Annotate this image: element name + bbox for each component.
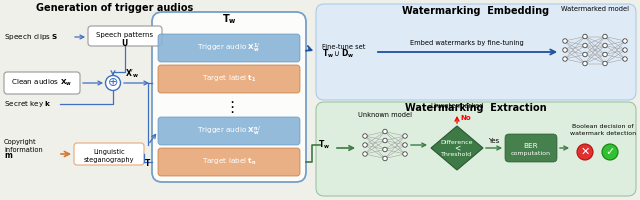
FancyBboxPatch shape (74, 143, 144, 165)
FancyBboxPatch shape (158, 65, 300, 93)
Text: Trigger audio $\mathbf{X_w^{1/}}$: Trigger audio $\mathbf{X_w^{1/}}$ (197, 41, 261, 55)
Circle shape (563, 48, 567, 52)
Text: Boolean decision of
watermark detection: Boolean decision of watermark detection (570, 124, 636, 136)
Text: ✕: ✕ (580, 147, 589, 157)
Text: Speech clips $\mathbf{S}$: Speech clips $\mathbf{S}$ (4, 32, 58, 42)
Text: computation: computation (511, 152, 551, 156)
Text: Unknown model: Unknown model (358, 112, 412, 118)
Text: Threshold: Threshold (442, 152, 472, 156)
Text: Trigger audio $\mathbf{X_w^{n/}}$: Trigger audio $\mathbf{X_w^{n/}}$ (197, 124, 261, 138)
Text: ✓: ✓ (605, 147, 614, 157)
FancyBboxPatch shape (158, 34, 300, 62)
FancyBboxPatch shape (4, 72, 80, 94)
Text: Unwatermarked: Unwatermarked (430, 103, 484, 109)
Text: Watermarking  Embedding: Watermarking Embedding (403, 6, 550, 16)
Circle shape (583, 52, 588, 57)
Text: No: No (460, 115, 470, 121)
Circle shape (623, 48, 627, 52)
Text: Copyright
information: Copyright information (4, 139, 43, 153)
Circle shape (383, 129, 387, 134)
Circle shape (383, 138, 387, 143)
Circle shape (363, 134, 367, 138)
Text: $\mathbf{U}$: $\mathbf{U}$ (121, 36, 129, 47)
Circle shape (403, 152, 407, 156)
Text: $\mathbf{m}$: $\mathbf{m}$ (4, 152, 13, 160)
Circle shape (383, 156, 387, 161)
Text: $\mathbf{T_w}$: $\mathbf{T_w}$ (318, 139, 330, 151)
FancyBboxPatch shape (505, 134, 557, 162)
FancyBboxPatch shape (152, 12, 306, 182)
Circle shape (602, 144, 618, 160)
Circle shape (603, 43, 607, 48)
Text: $\mathbf{T_w} \cup \mathbf{D_w}$: $\mathbf{T_w} \cup \mathbf{D_w}$ (322, 48, 354, 60)
Text: $\vdots$: $\vdots$ (224, 99, 234, 115)
Text: $\mathbf{T_w}$: $\mathbf{T_w}$ (221, 12, 236, 26)
Text: Difference: Difference (441, 140, 473, 146)
FancyBboxPatch shape (158, 148, 300, 176)
Circle shape (623, 57, 627, 61)
Circle shape (583, 61, 588, 66)
Circle shape (403, 143, 407, 147)
FancyBboxPatch shape (316, 102, 636, 196)
Text: Fine-tune set: Fine-tune set (322, 44, 365, 50)
Circle shape (563, 39, 567, 43)
Text: <: < (454, 144, 460, 152)
Text: $\mathbf{X'_w}$: $\mathbf{X'_w}$ (125, 68, 140, 80)
Text: Secret key $\mathbf{k}$: Secret key $\mathbf{k}$ (4, 99, 52, 109)
Text: Yes: Yes (488, 138, 500, 144)
Text: Embed watermarks by fine-tuning: Embed watermarks by fine-tuning (410, 40, 524, 46)
Circle shape (563, 57, 567, 61)
FancyBboxPatch shape (88, 26, 162, 46)
Text: BER: BER (524, 143, 538, 149)
Text: Watermarking  Extraction: Watermarking Extraction (405, 103, 547, 113)
Text: Watermarked model: Watermarked model (561, 6, 629, 12)
Text: Target label $\mathbf{t_1}$: Target label $\mathbf{t_1}$ (202, 74, 256, 84)
Circle shape (577, 144, 593, 160)
Text: $\mathbf{T}$: $\mathbf{T}$ (145, 156, 152, 168)
Circle shape (363, 143, 367, 147)
Text: Target label $\mathbf{t_n}$: Target label $\mathbf{t_n}$ (202, 157, 256, 167)
Text: steganography: steganography (84, 157, 134, 163)
Circle shape (403, 134, 407, 138)
Circle shape (383, 147, 387, 152)
Text: Clean audios $\mathbf{X_w}$: Clean audios $\mathbf{X_w}$ (12, 78, 72, 88)
Circle shape (583, 43, 588, 48)
Text: $\oplus$: $\oplus$ (108, 76, 118, 89)
Circle shape (603, 52, 607, 57)
Circle shape (363, 152, 367, 156)
Circle shape (603, 34, 607, 39)
Text: Generation of trigger audios: Generation of trigger audios (36, 3, 194, 13)
Polygon shape (431, 126, 483, 170)
Text: Linguistic: Linguistic (93, 149, 125, 155)
Text: Speech patterns: Speech patterns (97, 32, 154, 38)
Circle shape (106, 75, 120, 90)
Circle shape (623, 39, 627, 43)
Circle shape (603, 61, 607, 66)
FancyBboxPatch shape (158, 117, 300, 145)
Circle shape (583, 34, 588, 39)
FancyBboxPatch shape (316, 4, 636, 100)
